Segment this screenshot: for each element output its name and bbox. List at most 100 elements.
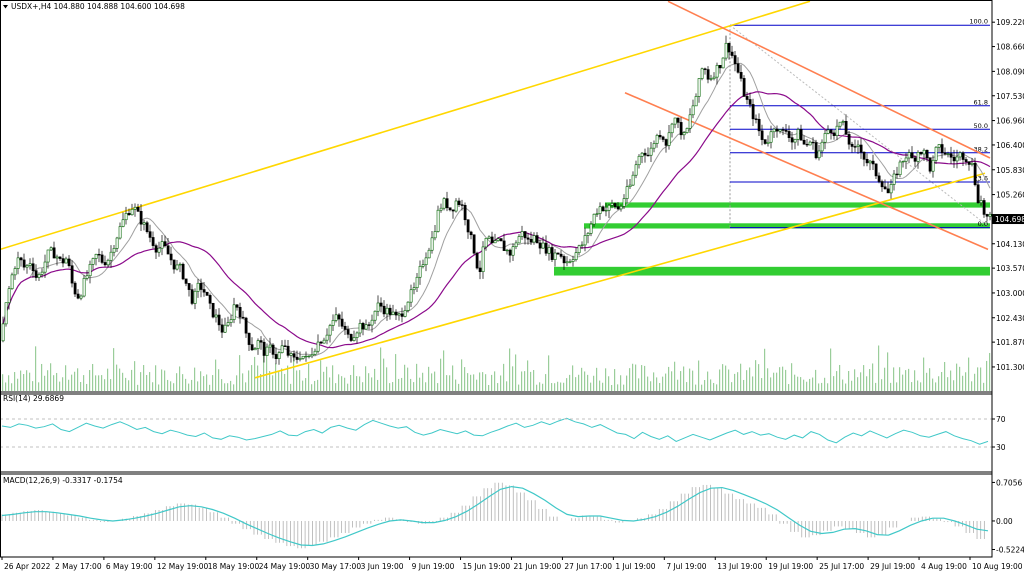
candle-body: [211, 302, 215, 318]
candle-body: [685, 128, 689, 133]
volume-bar: [137, 384, 139, 391]
volume-bar: [944, 361, 946, 391]
candle-body: [895, 173, 899, 176]
candle-body: [403, 310, 407, 317]
candlesticks: [1, 35, 992, 365]
candle-body: [430, 237, 434, 251]
volume-bar: [407, 367, 409, 391]
candle-body: [862, 151, 866, 160]
macd-tick-label: 0.7056: [996, 478, 1022, 487]
volume-bar: [212, 375, 214, 391]
candle-body: [451, 209, 455, 212]
volume-bar: [68, 379, 70, 391]
candle-body: [562, 256, 566, 264]
volume-bar: [323, 371, 325, 391]
volume-bar: [62, 377, 64, 391]
candle-body: [34, 270, 38, 278]
volume-bar: [785, 369, 787, 391]
volume-bar: [557, 381, 559, 391]
volume-bar: [143, 365, 145, 391]
volume-bar: [737, 372, 739, 391]
candle-body: [868, 160, 872, 164]
volume-bar: [629, 368, 631, 391]
candle-body: [703, 68, 707, 70]
symbol-header: USDX+,H4 104.880 104.888 104.600 104.698: [11, 2, 185, 11]
candle-body: [373, 310, 377, 321]
volume-bar: [32, 381, 34, 391]
volume-bar: [488, 384, 490, 391]
candle-body: [934, 146, 938, 161]
volume-bar: [731, 382, 733, 391]
volume-bar: [317, 379, 319, 391]
volume-bar: [983, 382, 985, 391]
volume-bar: [368, 373, 370, 391]
candle-body: [238, 306, 242, 318]
candle-body: [838, 121, 842, 127]
candle-body: [58, 256, 62, 259]
volume-bar: [146, 374, 148, 391]
volume-bar: [914, 370, 916, 391]
volume-bar: [614, 369, 616, 391]
volume-bar: [125, 377, 127, 391]
candle-body: [649, 147, 653, 156]
candle-body: [970, 162, 974, 165]
ma-slow-line: [2, 91, 991, 349]
volume-bar: [860, 372, 862, 391]
volume-bar: [941, 371, 943, 391]
candle-body: [796, 129, 800, 140]
candle-body: [520, 231, 524, 237]
candle-body: [952, 156, 956, 162]
volume-bar: [338, 374, 340, 391]
candle-body: [928, 157, 932, 172]
candle-body: [811, 141, 815, 144]
volume-bar: [5, 382, 7, 391]
candle-body: [253, 348, 257, 351]
volume-bar: [548, 355, 550, 391]
volume-bar: [281, 368, 283, 391]
candle-body: [652, 143, 656, 149]
candle-body: [781, 129, 785, 131]
volume-bar: [200, 371, 202, 391]
volume-bar: [656, 377, 658, 391]
rsi-tick-label: 70: [996, 415, 1006, 424]
volume-bar: [689, 368, 691, 391]
candle-body: [190, 289, 194, 304]
volume-bar: [107, 368, 109, 391]
volume-bar: [485, 374, 487, 391]
volume-bar: [227, 383, 229, 391]
candle-body: [385, 307, 389, 315]
price-tick-label: 102.430: [996, 314, 1024, 323]
candle-body: [538, 242, 542, 249]
volume-bar: [692, 370, 694, 391]
candle-body: [454, 200, 458, 212]
volume-bar: [857, 377, 859, 391]
candle-body: [358, 322, 362, 334]
volume-bar: [821, 382, 823, 391]
candle-body: [40, 271, 44, 275]
candle-body: [916, 152, 920, 162]
volume-bar: [401, 377, 403, 391]
candle-body: [982, 200, 986, 215]
candle-body: [259, 340, 263, 343]
candle-body: [349, 333, 353, 341]
volume-bar: [713, 382, 715, 391]
candle-body: [328, 325, 332, 336]
volume-bar: [917, 380, 919, 391]
volume-bar: [311, 384, 313, 391]
collapse-triangle-icon[interactable]: [3, 5, 8, 9]
rsi-panel[interactable]: 70 30 RSI(14) 29.6869: [0, 394, 1006, 452]
price-panel[interactable]: 100.061.850.038.223.60.0 109.220108.6601…: [0, 0, 1024, 392]
candle-body: [151, 237, 155, 246]
volume-bar: [560, 382, 562, 391]
candle-body: [103, 262, 107, 266]
candle-body: [334, 314, 338, 321]
macd-panel[interactable]: 0.7056 0.00 -0.5224 MACD(12,26,9) -0.3317 …: [1, 476, 1024, 554]
candle-body: [4, 302, 8, 325]
candle-body: [235, 304, 239, 308]
candle-body: [823, 133, 827, 143]
candle-body: [43, 261, 47, 273]
candle-body: [85, 275, 89, 279]
candle-body: [610, 203, 614, 206]
volume-bar: [374, 368, 376, 391]
